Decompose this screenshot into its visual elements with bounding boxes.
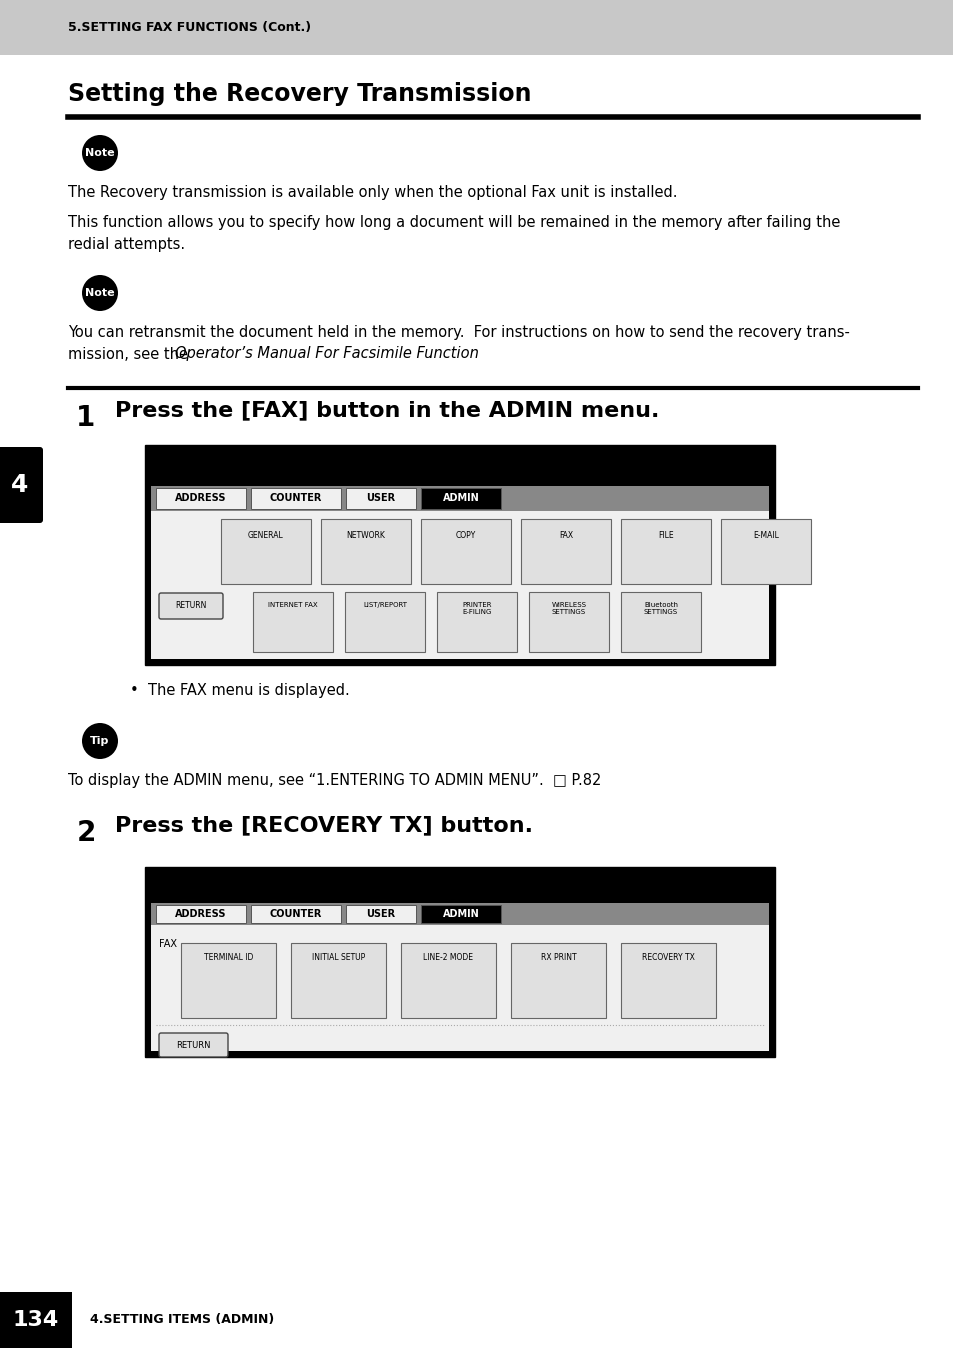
FancyBboxPatch shape (345, 592, 424, 652)
Bar (145, 445, 774, 665)
FancyBboxPatch shape (159, 1033, 228, 1057)
FancyBboxPatch shape (529, 592, 608, 652)
Text: Operator’s Manual For Facsimile Function: Operator’s Manual For Facsimile Function (175, 346, 478, 361)
Text: RX PRINT: RX PRINT (540, 953, 576, 962)
FancyBboxPatch shape (620, 592, 700, 652)
Bar (145, 867, 774, 1057)
FancyBboxPatch shape (251, 488, 340, 510)
Text: 5.SETTING FAX FUNCTIONS (Cont.): 5.SETTING FAX FUNCTIONS (Cont.) (68, 22, 311, 35)
Circle shape (82, 275, 118, 311)
FancyBboxPatch shape (400, 944, 496, 1018)
Text: •  The FAX menu is displayed.: • The FAX menu is displayed. (130, 683, 350, 698)
Text: ADMIN: ADMIN (442, 493, 478, 504)
Text: USER: USER (366, 909, 395, 919)
Text: You can retransmit the document held in the memory.  For instructions on how to : You can retransmit the document held in … (68, 325, 849, 363)
Bar (0, 0, 953, 55)
Bar (151, 903, 768, 925)
Text: LINE-2 MODE: LINE-2 MODE (423, 953, 473, 962)
Text: USER: USER (366, 493, 395, 504)
Text: INTERNET FAX: INTERNET FAX (268, 603, 317, 608)
Text: TERMINAL ID: TERMINAL ID (204, 953, 253, 962)
FancyBboxPatch shape (420, 905, 500, 923)
FancyBboxPatch shape (511, 944, 605, 1018)
Text: This function allows you to specify how long a document will be remained in the : This function allows you to specify how … (68, 214, 840, 252)
Text: 134: 134 (12, 1310, 59, 1330)
Text: PRINTER
E-FILING: PRINTER E-FILING (462, 603, 491, 616)
Text: NETWORK: NETWORK (346, 531, 385, 541)
FancyBboxPatch shape (253, 592, 333, 652)
Text: .: . (427, 346, 432, 361)
FancyBboxPatch shape (620, 519, 710, 584)
Text: INITIAL SETUP: INITIAL SETUP (312, 953, 365, 962)
FancyBboxPatch shape (436, 592, 517, 652)
Text: RECOVERY TX: RECOVERY TX (641, 953, 694, 962)
Text: 4.SETTING ITEMS (ADMIN): 4.SETTING ITEMS (ADMIN) (90, 1313, 274, 1326)
Text: ADDRESS: ADDRESS (175, 493, 227, 504)
Text: Press the [RECOVERY TX] button.: Press the [RECOVERY TX] button. (115, 816, 533, 834)
FancyBboxPatch shape (320, 519, 411, 584)
Text: E-MAIL: E-MAIL (752, 531, 778, 541)
FancyBboxPatch shape (156, 905, 246, 923)
Bar (151, 925, 768, 1051)
FancyBboxPatch shape (221, 519, 311, 584)
Text: Tip: Tip (91, 736, 110, 745)
Text: ADDRESS: ADDRESS (175, 909, 227, 919)
Text: Note: Note (85, 148, 114, 158)
Text: FILE: FILE (658, 531, 673, 541)
Text: FAX: FAX (159, 940, 177, 949)
FancyBboxPatch shape (420, 519, 511, 584)
Text: COUNTER: COUNTER (270, 493, 322, 504)
Text: COUNTER: COUNTER (270, 909, 322, 919)
Bar (151, 487, 768, 511)
Text: 2: 2 (76, 820, 95, 847)
FancyBboxPatch shape (346, 905, 416, 923)
Circle shape (82, 135, 118, 171)
Text: To display the ADMIN menu, see “1.ENTERING TO ADMIN MENU”.  □ P.82: To display the ADMIN menu, see “1.ENTERI… (68, 772, 600, 789)
Bar (151, 452, 768, 487)
FancyBboxPatch shape (291, 944, 386, 1018)
FancyBboxPatch shape (156, 488, 246, 510)
Text: RETURN: RETURN (175, 1041, 210, 1050)
Bar (0, 1291, 71, 1348)
Text: 4: 4 (11, 473, 29, 497)
Text: LIST/REPORT: LIST/REPORT (363, 603, 407, 608)
FancyBboxPatch shape (181, 944, 275, 1018)
FancyBboxPatch shape (620, 944, 716, 1018)
FancyBboxPatch shape (159, 593, 223, 619)
Text: 1: 1 (76, 404, 95, 431)
Text: ADMIN: ADMIN (442, 909, 478, 919)
Text: WIRELESS
SETTINGS: WIRELESS SETTINGS (551, 603, 586, 616)
Text: COPY: COPY (456, 531, 476, 541)
Text: Note: Note (85, 288, 114, 298)
Circle shape (82, 723, 118, 759)
Bar (151, 874, 768, 903)
Text: Bluetooth
SETTINGS: Bluetooth SETTINGS (643, 603, 678, 616)
FancyBboxPatch shape (520, 519, 610, 584)
Text: RETURN: RETURN (175, 601, 207, 611)
Text: FAX: FAX (558, 531, 573, 541)
Text: GENERAL: GENERAL (248, 531, 284, 541)
FancyBboxPatch shape (0, 448, 43, 523)
FancyBboxPatch shape (420, 488, 500, 510)
Bar (151, 511, 768, 659)
FancyBboxPatch shape (720, 519, 810, 584)
FancyBboxPatch shape (346, 488, 416, 510)
Text: Setting the Recovery Transmission: Setting the Recovery Transmission (68, 82, 531, 106)
FancyBboxPatch shape (251, 905, 340, 923)
Text: The Recovery transmission is available only when the optional Fax unit is instal: The Recovery transmission is available o… (68, 185, 677, 200)
Text: Press the [FAX] button in the ADMIN menu.: Press the [FAX] button in the ADMIN menu… (115, 400, 659, 421)
